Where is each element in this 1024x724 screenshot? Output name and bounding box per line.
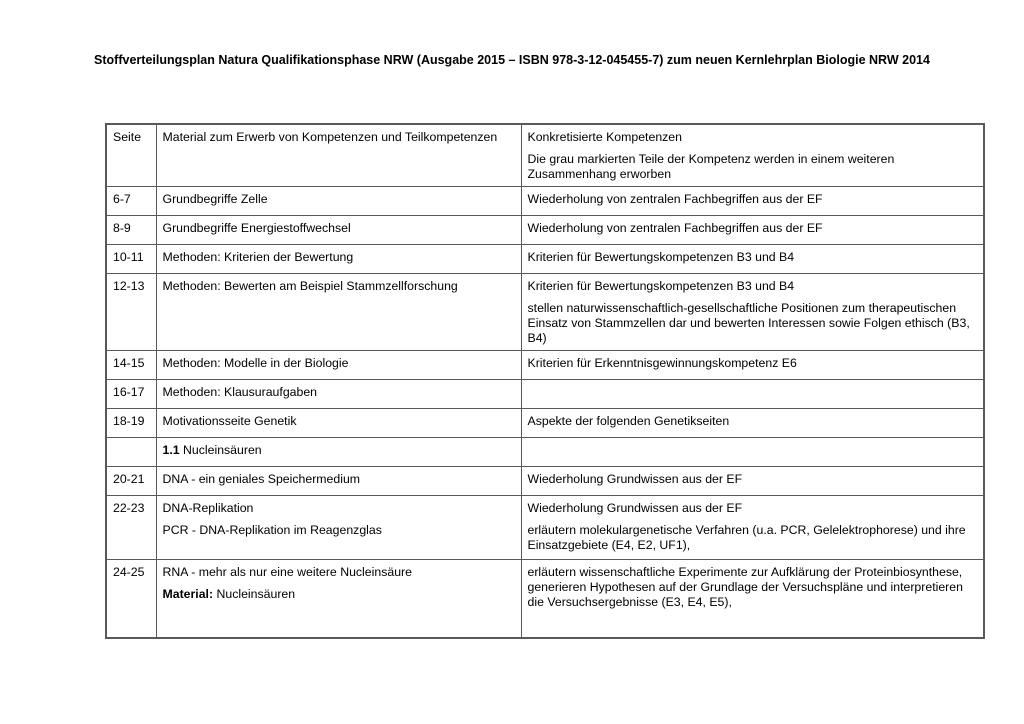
material-cell: Methoden: Bewerten am Beispiel Stammzell… — [155, 273, 522, 351]
section-number: 1.1 — [162, 443, 180, 457]
kompetenz-paragraph: Wiederholung Grundwissen aus der EF — [527, 501, 743, 515]
material-paragraph: Grundbegriffe Energiestoffwechsel — [162, 221, 351, 235]
header-cell-kompetenzen: Konkretisierte Kompetenzen Die grau mark… — [520, 123, 985, 187]
material-cell: DNA-Replikation PCR - DNA-Replikation im… — [155, 495, 522, 560]
section-heading: 1.1 Nucleinsäuren — [163, 443, 515, 458]
page-range: 18-19 — [113, 414, 145, 428]
kompetenz-cell — [520, 437, 985, 467]
seite-cell: 8-9 — [105, 215, 157, 245]
material-cell: DNA - ein geniales Speichermedium — [155, 466, 522, 496]
table-row: 10-11 Methoden: Kriterien der Bewertung … — [105, 244, 985, 274]
kompetenz-cell: Kriterien für Bewertungskompetenzen B3 u… — [520, 273, 985, 351]
seite-cell: 10-11 — [105, 244, 157, 274]
table-row: 12-13 Methoden: Bewerten am Beispiel Sta… — [105, 273, 985, 351]
material-paragraph: Methoden: Bewerten am Beispiel Stammzell… — [162, 279, 458, 293]
material-paragraph: PCR - DNA-Replikation im Reagenzglas — [162, 523, 382, 537]
document-title: Stoffverteilungsplan Natura Qualifikatio… — [94, 53, 930, 67]
header-cell-material: Material zum Erwerb von Kompetenzen und … — [155, 123, 522, 187]
material-cell: 1.1 Nucleinsäuren — [155, 437, 522, 467]
kompetenz-cell: Wiederholung Grundwissen aus der EF — [520, 466, 985, 496]
kompetenz-cell: Kriterien für Bewertungskompetenzen B3 u… — [520, 244, 985, 274]
material-paragraph: Grundbegriffe Zelle — [162, 192, 268, 206]
table-row: 16-17 Methoden: Klausuraufgaben — [105, 379, 985, 409]
kompetenz-cell: Wiederholung Grundwissen aus der EF erlä… — [520, 495, 985, 560]
material-cell: Motivationsseite Genetik — [155, 408, 522, 438]
kompetenz-paragraph: Kriterien für Bewertungskompetenzen B3 u… — [527, 279, 795, 293]
kompetenz-paragraph: Wiederholung von zentralen Fachbegriffen… — [527, 221, 823, 235]
seite-cell: 22-23 — [105, 495, 157, 560]
header-note: Die grau markierten Teile der Kompetenz … — [527, 152, 895, 181]
page-range: 24-25 — [113, 565, 145, 579]
table-header-row: Seite Material zum Erwerb von Kompetenze… — [105, 123, 985, 187]
kompetenz-paragraph: Wiederholung von zentralen Fachbegriffen… — [527, 192, 823, 206]
header-label: Seite — [113, 130, 142, 144]
seite-cell: 20-21 — [105, 466, 157, 496]
kompetenz-paragraph: erläutern wissenschaftliche Experimente … — [527, 565, 963, 609]
header-label: Material zum Erwerb von Kompetenzen und … — [162, 130, 498, 144]
table-row: 6-7 Grundbegriffe Zelle Wiederholung von… — [105, 186, 985, 216]
header-label: Konkretisierte Kompetenzen — [527, 130, 682, 144]
kompetenz-paragraph: Kriterien für Erkenntnisgewinnungskompet… — [527, 356, 797, 370]
section-title: Nucleinsäuren — [179, 443, 262, 457]
seite-cell: 6-7 — [105, 186, 157, 216]
material-cell: Methoden: Modelle in der Biologie — [155, 350, 522, 380]
material-paragraph: DNA-Replikation — [162, 501, 254, 515]
page-range: 10-11 — [113, 250, 144, 264]
table-row: 8-9 Grundbegriffe Energiestoffwechsel Wi… — [105, 215, 985, 245]
kompetenz-cell: Wiederholung von zentralen Fachbegriffen… — [520, 186, 985, 216]
seite-cell: 12-13 — [105, 273, 157, 351]
header-cell-seite: Seite — [105, 123, 157, 187]
material-cell: Methoden: Klausuraufgaben — [155, 379, 522, 409]
material-cell: Methoden: Kriterien der Bewertung — [155, 244, 522, 274]
kompetenz-paragraph: Kriterien für Bewertungskompetenzen B3 u… — [527, 250, 795, 264]
material-paragraph: Material: Nucleinsäuren — [163, 587, 515, 602]
stoffverteilungsplan-table: Seite Material zum Erwerb von Kompetenze… — [105, 123, 985, 639]
table-row: 24-25 RNA - mehr als nur eine weitere Nu… — [105, 559, 985, 638]
seite-cell: 24-25 — [105, 559, 157, 638]
page-range: 8-9 — [113, 221, 131, 235]
seite-cell: 18-19 — [105, 408, 157, 438]
kompetenz-paragraph: Wiederholung Grundwissen aus der EF — [527, 472, 743, 486]
table-row: 14-15 Methoden: Modelle in der Biologie … — [105, 350, 985, 380]
seite-cell: 16-17 — [105, 379, 157, 409]
material-paragraph: DNA - ein geniales Speichermedium — [162, 472, 361, 486]
page-range: 20-21 — [113, 472, 145, 486]
kompetenz-cell: Wiederholung von zentralen Fachbegriffen… — [520, 215, 985, 245]
page-range: 14-15 — [113, 356, 145, 370]
table-row-section: 1.1 Nucleinsäuren — [105, 437, 985, 467]
material-paragraph: Motivationsseite Genetik — [162, 414, 297, 428]
kompetenz-paragraph: Aspekte der folgenden Genetikseiten — [527, 414, 730, 428]
table-row: 18-19 Motivationsseite Genetik Aspekte d… — [105, 408, 985, 438]
material-paragraph: Methoden: Klausuraufgaben — [162, 385, 318, 399]
table-row: 20-21 DNA - ein geniales Speichermedium … — [105, 466, 985, 496]
page-range: 16-17 — [113, 385, 145, 399]
page-range: 22-23 — [113, 501, 145, 515]
page-range: 12-13 — [113, 279, 145, 293]
material-paragraph: Methoden: Kriterien der Bewertung — [162, 250, 354, 264]
material-bold-prefix: Material: — [162, 587, 214, 601]
kompetenz-cell: Aspekte der folgenden Genetikseiten — [520, 408, 985, 438]
material-paragraph: RNA - mehr als nur eine weitere Nucleins… — [162, 565, 412, 579]
seite-cell — [105, 437, 157, 467]
page-range: 6-7 — [113, 192, 131, 206]
kompetenz-paragraph: erläutern molekulargenetische Verfahren … — [527, 523, 966, 552]
material-cell: Grundbegriffe Zelle — [155, 186, 522, 216]
table-row: 22-23 DNA-Replikation PCR - DNA-Replikat… — [105, 495, 985, 560]
kompetenz-paragraph: stellen naturwissenschaftlich-gesellscha… — [527, 301, 970, 345]
kompetenz-cell — [520, 379, 985, 409]
material-paragraph: Methoden: Modelle in der Biologie — [162, 356, 349, 370]
material-cell: Grundbegriffe Energiestoffwechsel — [155, 215, 522, 245]
seite-cell: 14-15 — [105, 350, 157, 380]
material-text: Nucleinsäuren — [213, 587, 296, 601]
material-cell: RNA - mehr als nur eine weitere Nucleins… — [155, 559, 522, 638]
kompetenz-cell: Kriterien für Erkenntnisgewinnungskompet… — [520, 350, 985, 380]
kompetenz-cell: erläutern wissenschaftliche Experimente … — [520, 559, 985, 638]
